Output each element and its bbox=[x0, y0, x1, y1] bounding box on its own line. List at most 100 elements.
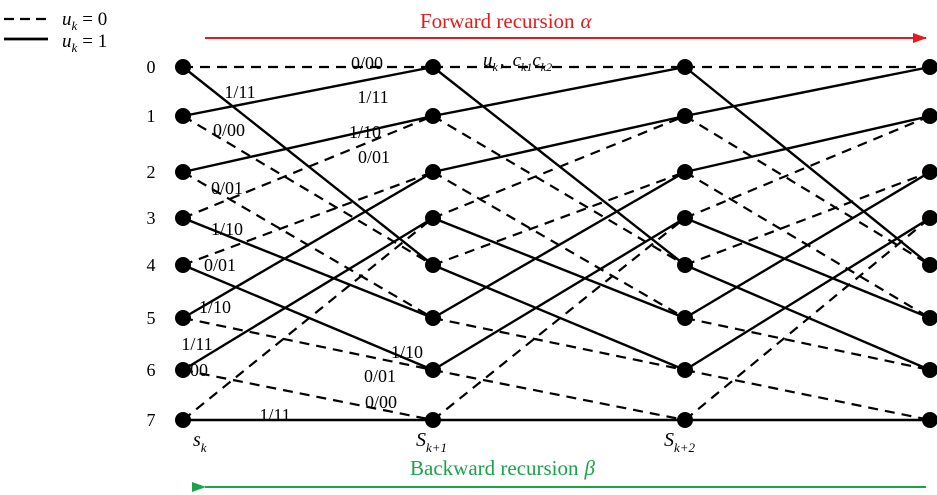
trellis-edge-stage3-4-to-6 bbox=[684, 263, 931, 372]
trellis-edge-stage1-5-to-6 bbox=[182, 316, 434, 372]
trellis-edge-stage3-2-to-1 bbox=[684, 114, 931, 174]
trellis-edge-stage2-3-to-5 bbox=[432, 216, 686, 320]
edge-label-11: 0/00 bbox=[176, 360, 208, 380]
state-node-col4-7 bbox=[922, 412, 937, 428]
legend-solid-label: uk = 1 bbox=[62, 31, 107, 55]
trellis-edge-stage2-4-to-6 bbox=[432, 263, 686, 372]
edge-label-7: 1/10 bbox=[211, 219, 243, 239]
state-node-col3-5 bbox=[677, 310, 693, 326]
edge-label-10: 1/11 bbox=[181, 334, 212, 354]
trellis-edge-stage3-6-to-3 bbox=[684, 216, 931, 372]
state-node-col2-6 bbox=[425, 362, 441, 378]
trellis-edge-stage3-1-to-0 bbox=[684, 65, 931, 118]
trellis-edge-stage3-3-to-1 bbox=[684, 114, 931, 220]
state-node-col3-2 bbox=[677, 164, 693, 180]
trellis-edge-stage2-6-to-7 bbox=[432, 368, 686, 422]
trellis-edge-stage1-4-to-2 bbox=[182, 170, 434, 267]
stage-label-0: sk bbox=[193, 429, 207, 455]
trellis-edge-stage1-6-to-7 bbox=[182, 368, 434, 422]
state-node-col2-3 bbox=[425, 210, 441, 226]
trellis-edge-stage3-5-to-6 bbox=[684, 316, 931, 372]
state-node-col4-3 bbox=[922, 210, 937, 226]
edge-label-2: 1/11 bbox=[357, 87, 388, 107]
state-label-5: 5 bbox=[147, 308, 156, 328]
edge-label-13: 0/01 bbox=[364, 366, 396, 386]
edge-label-1: 1/11 bbox=[224, 82, 255, 102]
trellis-edge-stage1-5-to-2 bbox=[182, 170, 434, 320]
state-node-col4-2 bbox=[922, 164, 937, 180]
edge-label-5: 0/01 bbox=[358, 147, 390, 167]
state-node-col2-7 bbox=[425, 412, 441, 428]
state-node-col2-5 bbox=[425, 310, 441, 326]
legend-dashed-label: uk = 0 bbox=[62, 9, 107, 33]
state-node-col1-5 bbox=[175, 310, 191, 326]
trellis-edge-stage1-6-to-3 bbox=[182, 216, 434, 372]
stage-label-1: Sk+1 bbox=[416, 429, 447, 455]
trellis-edge-stage2-1-to-0 bbox=[432, 65, 686, 118]
backward-recursion: Backward recursion β bbox=[192, 456, 926, 492]
state-node-col3-0 bbox=[677, 59, 693, 75]
stage-labels: sk Sk+1 Sk+2 bbox=[193, 429, 696, 455]
state-node-col4-5 bbox=[922, 310, 937, 326]
state-label-7: 7 bbox=[147, 410, 156, 430]
state-node-col2-0 bbox=[425, 59, 441, 75]
state-node-col3-6 bbox=[677, 362, 693, 378]
trellis-edge-stage3-1-to-4 bbox=[684, 115, 931, 266]
state-node-col2-2 bbox=[425, 164, 441, 180]
state-node-col3-3 bbox=[677, 210, 693, 226]
state-label-3: 3 bbox=[147, 208, 156, 228]
state-node-col2-1 bbox=[425, 108, 441, 124]
forward-recursion: Forward recursion α bbox=[205, 9, 927, 43]
trellis-edge-stage2-1-to-4 bbox=[432, 115, 686, 266]
state-label-6: 6 bbox=[147, 360, 156, 380]
edge-label-caption: uk, ck1ck2 bbox=[483, 50, 552, 74]
state-node-col4-1 bbox=[922, 108, 937, 124]
state-node-col4-0 bbox=[922, 59, 937, 75]
trellis-edge-stage3-4-to-2 bbox=[684, 170, 931, 267]
state-node-col1-7 bbox=[175, 412, 191, 428]
edge-label-15: 1/11 bbox=[259, 405, 290, 425]
edge-label-0: 0/00 bbox=[351, 53, 383, 73]
stage-label-2: Sk+2 bbox=[664, 429, 696, 455]
state-node-col4-6 bbox=[922, 362, 937, 378]
trellis-edge-stage1-3-to-5 bbox=[182, 216, 434, 320]
trellis-edge-stage1-2-to-1 bbox=[182, 114, 434, 174]
trellis-edge-stage2-5-to-6 bbox=[432, 316, 686, 372]
trellis-edge-stage1-1-to-4 bbox=[182, 115, 434, 266]
edge-label-14: 0/00 bbox=[365, 392, 397, 412]
state-node-col1-4 bbox=[175, 257, 191, 273]
edge-label-8: 0/01 bbox=[204, 255, 236, 275]
state-node-col3-1 bbox=[677, 108, 693, 124]
edge-label-6: 0/01 bbox=[211, 178, 243, 198]
state-node-col1-6 bbox=[175, 362, 191, 378]
legend: uk = 0 uk = 1 bbox=[4, 9, 107, 55]
trellis-edge-stage3-6-to-7 bbox=[684, 368, 931, 422]
trellis-edge-stage3-3-to-5 bbox=[684, 216, 931, 320]
trellis-edge-stage2-6-to-3 bbox=[432, 216, 686, 372]
state-label-4: 4 bbox=[147, 255, 156, 275]
trellis-edge-stage1-3-to-1 bbox=[182, 114, 434, 220]
edge-label-4: 1/10 bbox=[349, 122, 381, 142]
state-node-col1-1 bbox=[175, 108, 191, 124]
state-node-col1-2 bbox=[175, 164, 191, 180]
state-label-1: 1 bbox=[147, 106, 156, 126]
trellis-edge-stage1-7-to-3 bbox=[182, 217, 434, 421]
trellis-edge-stage3-0-to-4 bbox=[684, 66, 931, 266]
state-node-col4-4 bbox=[922, 257, 937, 273]
trellis-edge-stage1-1-to-0 bbox=[182, 65, 434, 118]
state-node-col2-4 bbox=[425, 257, 441, 273]
trellis-edge-stage2-4-to-2 bbox=[432, 170, 686, 267]
trellis-edge-stage2-2-to-1 bbox=[432, 114, 686, 174]
state-node-col1-0 bbox=[175, 59, 191, 75]
state-label-2: 2 bbox=[147, 162, 156, 182]
forward-recursion-label: Forward recursion α bbox=[420, 9, 593, 33]
trellis-edge-stage2-3-to-1 bbox=[432, 114, 686, 220]
trellis-edge-stage3-5-to-2 bbox=[684, 170, 931, 320]
edge-label-12: 1/10 bbox=[391, 342, 423, 362]
edge-label-9: 1/10 bbox=[199, 297, 231, 317]
state-node-col1-3 bbox=[175, 210, 191, 226]
trellis-edge-stage3-7-to-3 bbox=[684, 217, 931, 421]
state-node-col3-7 bbox=[677, 412, 693, 428]
trellis-edge-stage1-0-to-4 bbox=[182, 66, 434, 266]
